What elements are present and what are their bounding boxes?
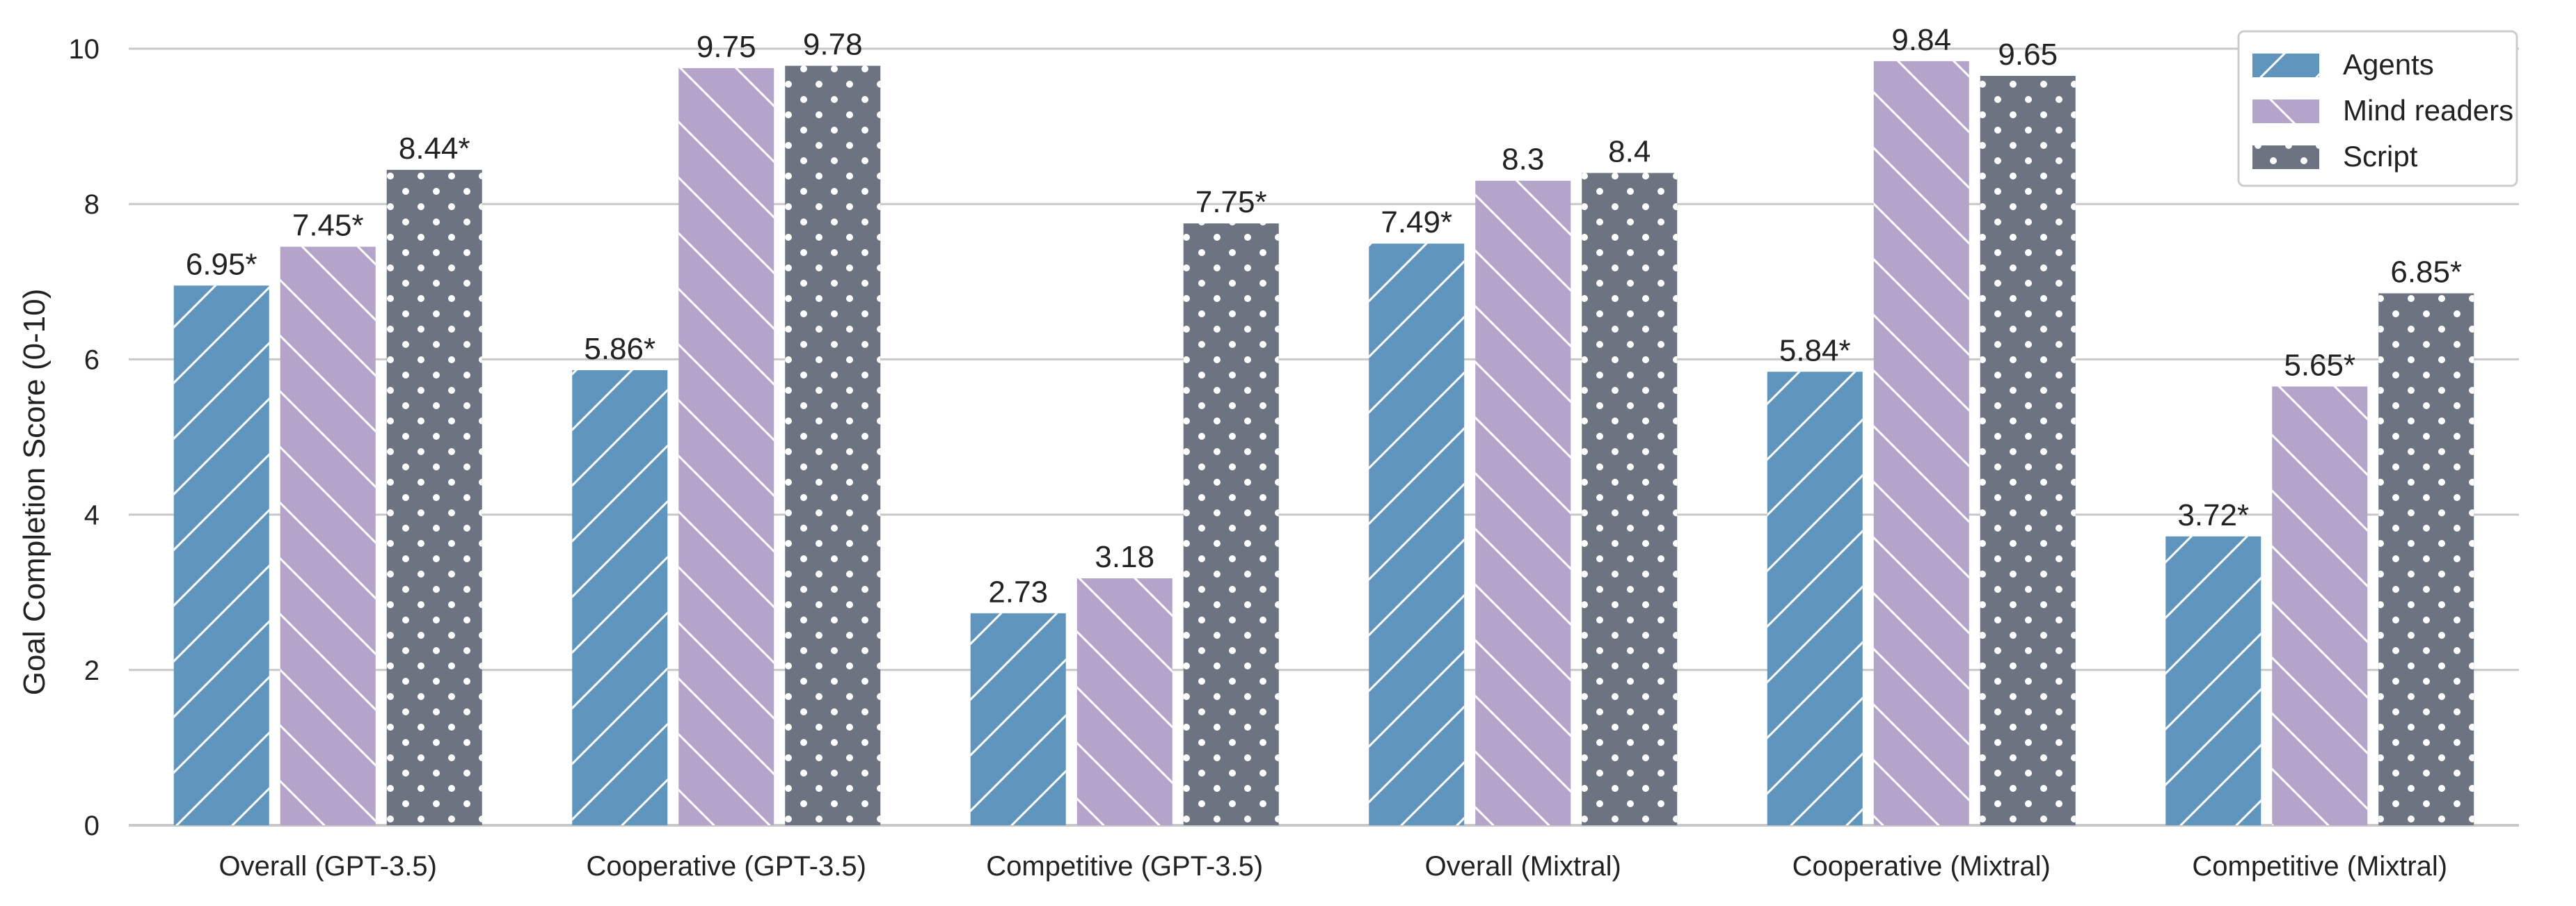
- y-tick-label: 4: [84, 500, 100, 531]
- bar-value-label: 2.73: [988, 575, 1048, 609]
- bar-mind-readers: [1873, 61, 1969, 826]
- legend: Agents Mind readers Script: [2237, 30, 2518, 187]
- bar-script: [386, 170, 482, 825]
- bar-mind-readers: [2272, 386, 2368, 825]
- bar-value-label: 3.72*: [2177, 498, 2249, 532]
- y-tick-label: 10: [69, 34, 100, 65]
- bar-agents: [1369, 244, 1465, 826]
- bar-script: [785, 65, 881, 825]
- bar-agents: [1767, 372, 1863, 825]
- bar-agents: [2165, 536, 2261, 825]
- y-tick-label: 8: [84, 189, 100, 220]
- y-tick-label: 0: [84, 811, 100, 841]
- bar-value-label: 7.49*: [1381, 205, 1452, 239]
- bar-value-label: 9.84: [1891, 23, 1951, 57]
- bar-value-label: 8.4: [1608, 135, 1651, 169]
- bar-value-label: 3.18: [1095, 540, 1154, 574]
- bar-value-label: 7.45*: [292, 209, 364, 243]
- x-tick-label: Competitive (GPT-3.5): [986, 851, 1263, 882]
- x-tick-label: Competitive (Mixtral): [2192, 851, 2447, 882]
- x-tick-label: Cooperative (Mixtral): [1792, 851, 2051, 882]
- legend-item: Script: [2252, 140, 2418, 173]
- bar-value-label: 5.65*: [2284, 348, 2355, 382]
- data-labels: 6.95* 7.45* 8.44* 5.86* 9.75 9.78 2.73 3.18 7.75…: [186, 23, 2462, 609]
- y-axis-title: Goal Completion Score (0-10): [17, 289, 51, 695]
- bar-value-label: 9.65: [1998, 38, 2058, 72]
- y-tick-label: 6: [84, 344, 100, 375]
- legend-item: Agents: [2252, 48, 2434, 81]
- bar-agents: [970, 613, 1066, 825]
- bar-mind-readers: [678, 67, 774, 825]
- gridlines: [129, 47, 2519, 827]
- bar-value-label: 5.84*: [1779, 333, 1851, 367]
- legend-label: Mind readers: [2343, 94, 2513, 127]
- bar-script: [1183, 223, 1279, 826]
- bar-value-label: 6.85*: [2390, 255, 2462, 289]
- bar-value-label: 6.95*: [186, 247, 257, 281]
- legend-label: Agents: [2343, 48, 2434, 81]
- y-tick-label: 2: [84, 655, 100, 686]
- bar-value-label: 9.78: [803, 28, 863, 62]
- bars: [173, 61, 2474, 826]
- bar-value-label: 8.44*: [399, 132, 470, 166]
- bar-script: [1980, 76, 2076, 825]
- x-tick-label: Overall (Mixtral): [1425, 851, 1621, 882]
- legend-item: Mind readers: [2252, 94, 2513, 127]
- axes: Goal Completion Score (0-10) 0 2 4 6 8 10 Over…: [17, 34, 2447, 882]
- legend-label: Script: [2343, 140, 2418, 173]
- bar-value-label: 8.3: [1502, 143, 1544, 177]
- bar-mind-readers: [1076, 578, 1172, 825]
- bar-mind-readers: [280, 246, 376, 826]
- x-tick-label: Cooperative (GPT-3.5): [587, 851, 866, 882]
- bar-agents: [572, 370, 668, 825]
- x-tick-label: Overall (GPT-3.5): [219, 851, 437, 882]
- bar-agents: [173, 285, 269, 825]
- bar-script: [2378, 293, 2474, 825]
- bar-value-label: 9.75: [697, 30, 756, 64]
- bar-script: [1582, 173, 1678, 825]
- bar-mind-readers: [1475, 180, 1571, 826]
- bar-value-label: 7.75*: [1195, 185, 1267, 219]
- bar-value-label: 5.86*: [584, 332, 655, 366]
